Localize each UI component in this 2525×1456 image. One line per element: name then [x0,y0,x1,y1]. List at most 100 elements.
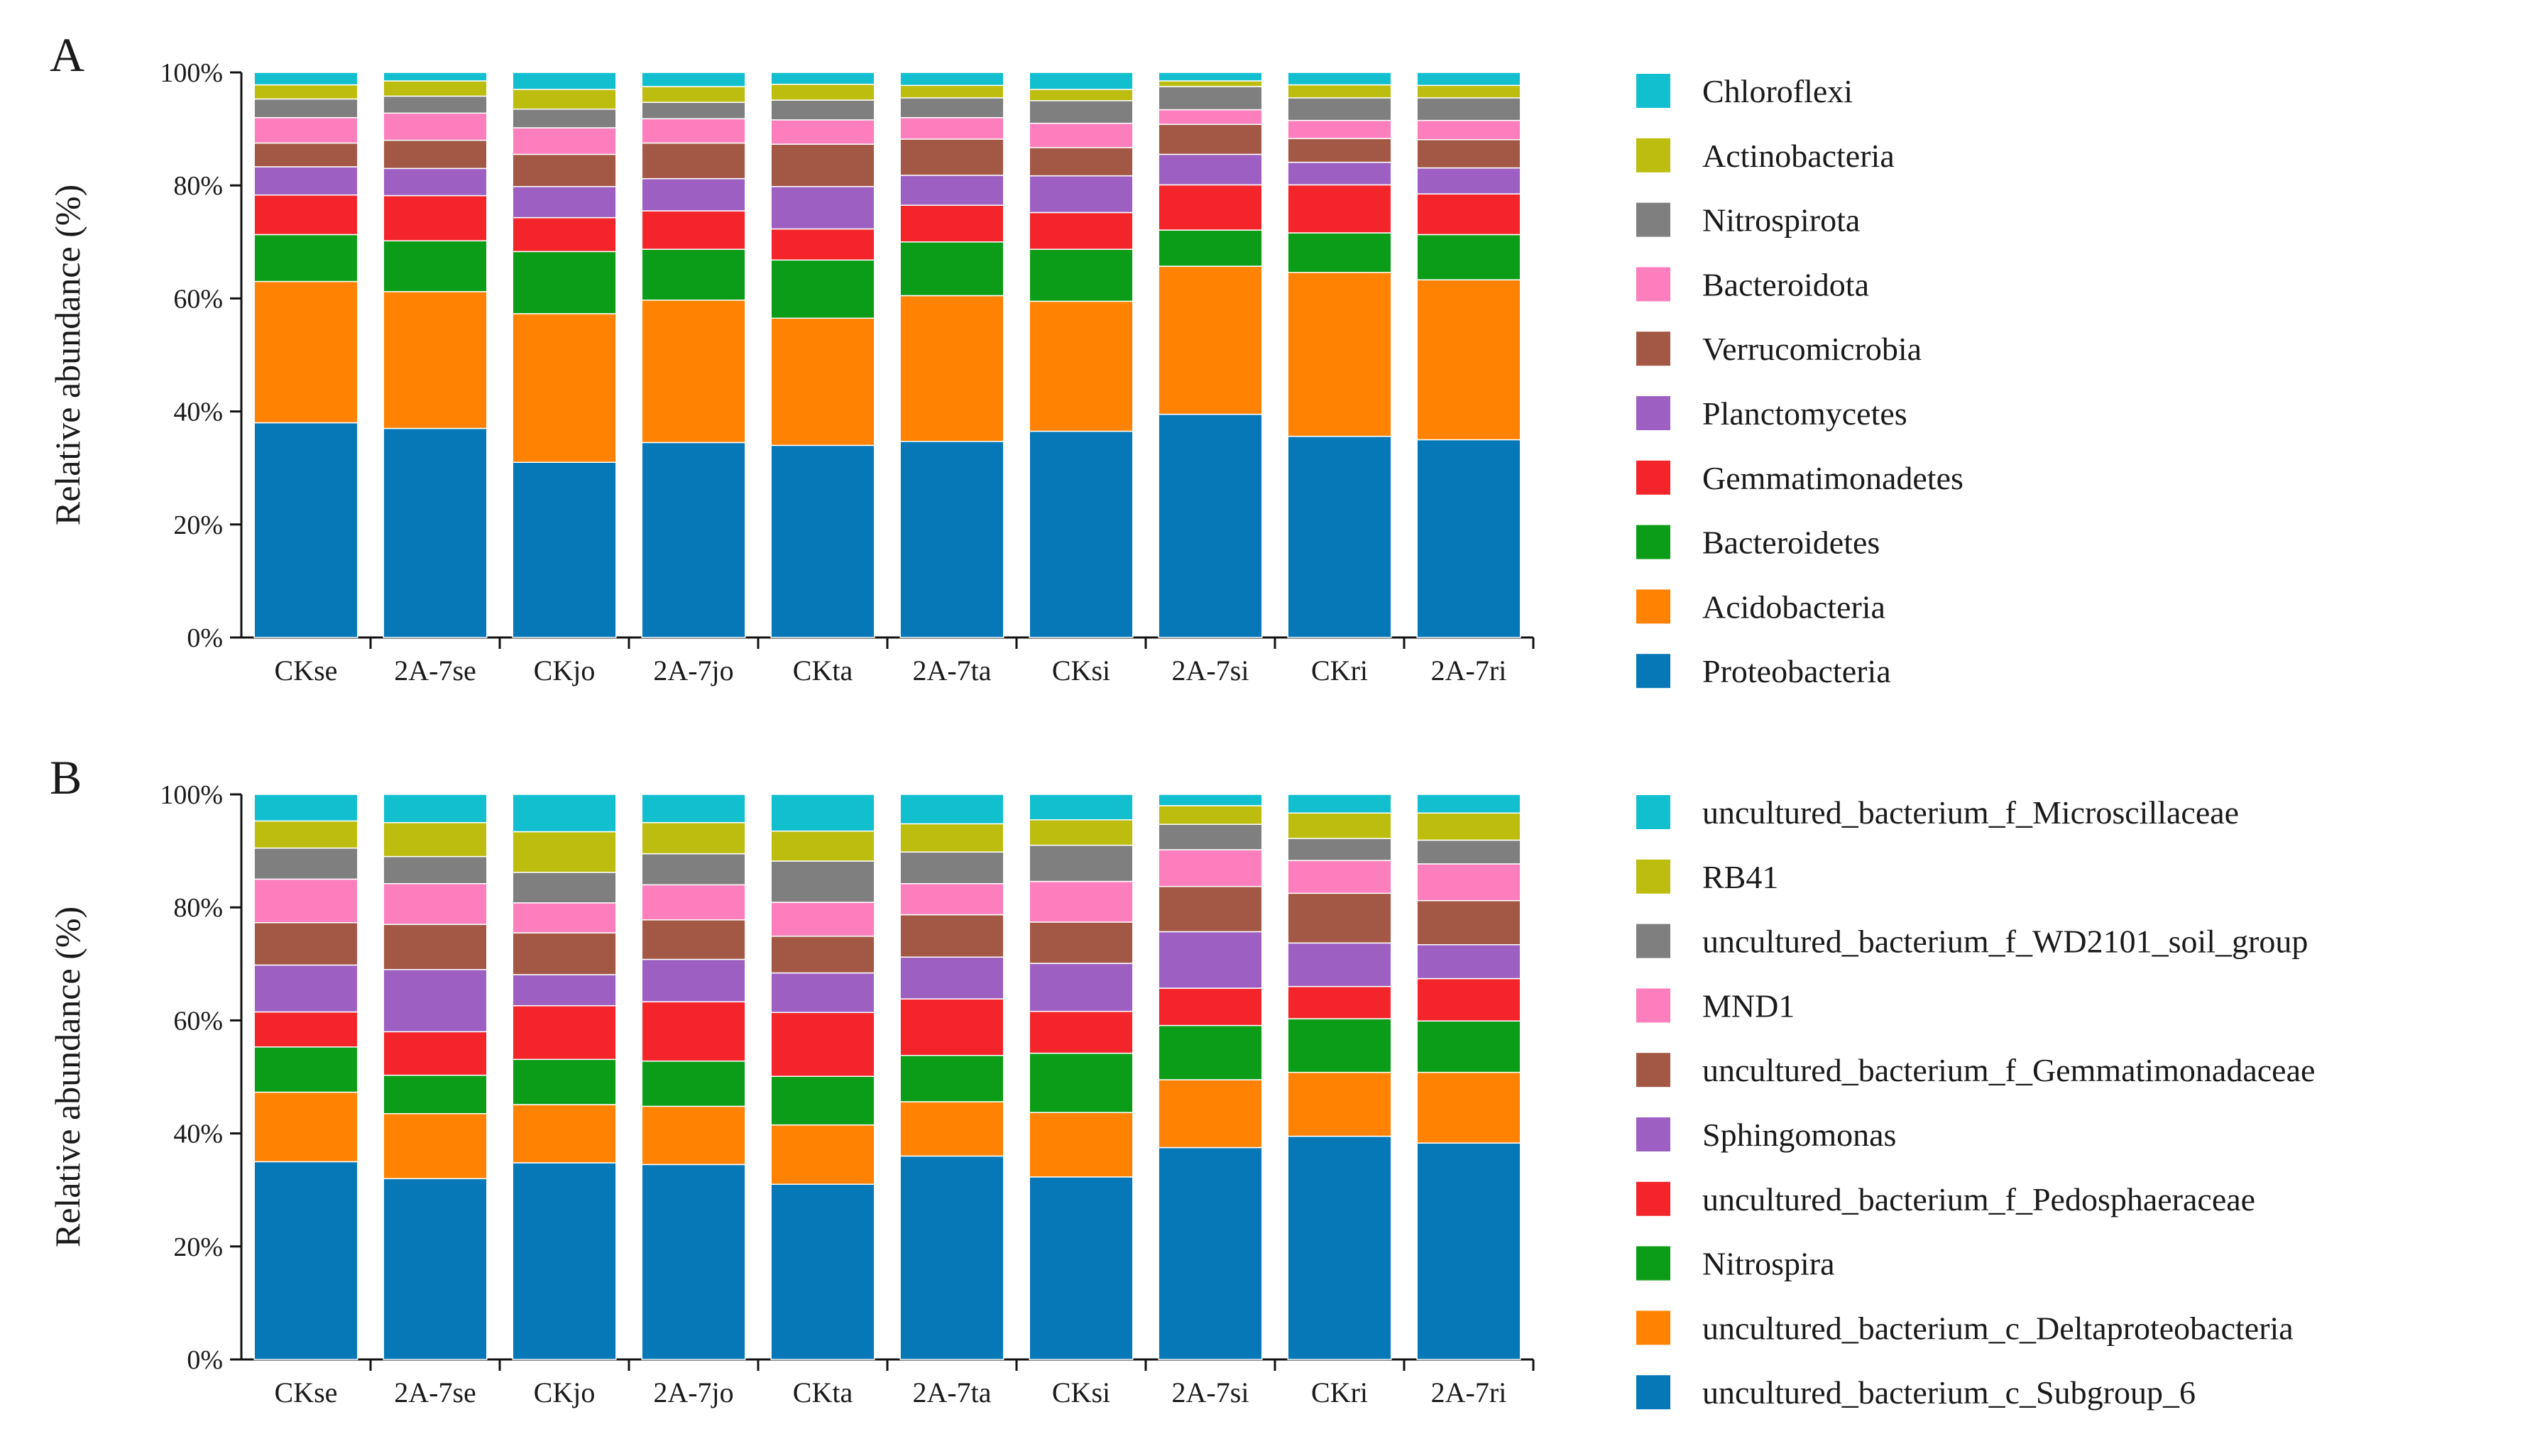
bar-segment-p0-5-2 [899,241,1004,297]
bar-segment-p0-2-8 [512,89,617,110]
bar-segment-p0-6-8 [1029,89,1134,102]
bar-segment-p1-1-6 [383,883,488,925]
bar-segment-p1-8-6 [1287,860,1392,894]
x-tick-label: 2A-7jo [653,655,733,686]
legend-swatch-p1-0 [1636,1375,1670,1410]
legend-label-p1-1: uncultured_bacterium_c_Deltaproteobacter… [1702,1310,2294,1346]
bar-segment-p0-1-3 [383,195,488,241]
bar-segment-p0-7-0 [1158,413,1263,638]
bar-segment-p1-4-5 [770,936,875,974]
bar-segment-p0-1-6 [383,112,488,141]
bar-segment-p0-5-3 [899,204,1004,243]
bar-segment-p0-4-3 [770,228,875,261]
legend-label-p0-0: Proteobacteria [1702,653,1891,689]
legend-swatch-p0-8 [1636,138,1670,173]
bar-segment-p0-5-6 [899,116,1004,140]
bar-segment-p0-1-8 [383,80,488,97]
bar-segment-p1-5-2 [899,1055,1004,1102]
bar-segment-p1-4-3 [770,1012,875,1077]
bar-segment-p1-4-9 [770,794,875,832]
bar-segment-p1-3-1 [641,1105,746,1166]
legend-swatch-p1-6 [1636,988,1670,1023]
bar-segment-p1-2-0 [512,1162,617,1360]
bar-segment-p1-2-8 [512,831,617,873]
bar-segment-p0-9-7 [1416,97,1521,121]
bar-segment-p1-3-3 [641,1001,746,1062]
bar-segment-p1-8-2 [1287,1018,1392,1073]
legend-swatch-p1-5 [1636,1053,1670,1088]
x-tick-label: 2A-7ta [912,655,991,686]
bar-segment-p0-3-7 [641,102,746,120]
y-tick-label: 20% [173,510,223,540]
bar-segment-p1-0-1 [253,1091,358,1163]
legend-swatch-p0-6 [1636,267,1670,302]
bar-segment-p1-8-0 [1287,1135,1392,1360]
bar-segment-p0-3-6 [641,118,746,144]
legend-label-p0-2: Bacteroidetes [1702,525,1880,561]
bar-segment-p1-7-7 [1158,823,1263,850]
bar-segment-p1-7-5 [1158,885,1263,933]
bar-segment-p1-6-2 [1029,1052,1134,1113]
bar-segment-p0-6-4 [1029,175,1134,214]
bar-segment-p1-7-4 [1158,931,1263,989]
bar-segment-p0-9-1 [1416,279,1521,441]
bar-segment-p1-8-8 [1287,812,1392,839]
bar-segment-p0-5-1 [899,295,1004,442]
bar-segment-p1-2-5 [512,932,617,975]
bar-segment-p0-1-7 [383,95,488,114]
y-tick-label: 80% [173,171,223,201]
y-tick-label: 40% [173,398,223,427]
bar-segment-p1-9-1 [1416,1071,1521,1144]
x-tick-label: 2A-7ri [1431,1376,1507,1408]
bar-segment-p1-6-3 [1029,1010,1134,1054]
bar-segment-p1-5-8 [899,823,1004,853]
bar-segment-p0-3-1 [641,300,746,444]
bar-segment-p0-1-0 [383,427,488,638]
bar-segment-p0-2-9 [512,72,617,90]
legend-swatch-p1-4 [1636,1117,1670,1151]
bar-segment-p0-6-0 [1029,430,1134,638]
y-tick-label: 100% [160,58,223,88]
bar-segment-p1-2-6 [512,902,617,934]
legend-swatch-p0-0 [1636,654,1670,689]
bar-segment-p0-8-1 [1287,272,1392,437]
bar-segment-p1-7-0 [1158,1146,1263,1360]
legend-label-p0-4: Planctomycetes [1702,395,1907,432]
bar-segment-p0-1-4 [383,168,488,197]
bar-segment-p1-3-7 [641,853,746,886]
legend-swatch-p0-1 [1636,589,1670,624]
bar-segment-p1-6-4 [1029,963,1134,1012]
y-tick-label: 80% [173,893,223,923]
bar-segment-p0-7-9 [1158,72,1263,82]
bar-segment-p1-1-2 [383,1074,488,1115]
legend-label-p1-2: Nitrospira [1702,1246,1835,1282]
bar-segment-p1-9-4 [1416,943,1521,980]
legend-swatch-p1-3 [1636,1181,1670,1216]
x-tick-label: 2A-7si [1172,655,1249,686]
bar-segment-p0-4-5 [770,143,875,187]
bar-segment-p1-9-3 [1416,978,1521,1022]
bar-segment-p1-1-5 [383,924,488,970]
bar-segment-p0-9-9 [1416,72,1521,87]
bar-segment-p1-1-8 [383,822,488,858]
bar-segment-p0-7-1 [1158,266,1263,415]
bar-segment-p1-2-1 [512,1104,617,1164]
bar-segment-p0-6-7 [1029,100,1134,124]
bar-segment-p0-0-8 [253,84,358,100]
bar-segment-p0-7-3 [1158,184,1263,231]
legend-swatch-p0-7 [1636,202,1670,237]
bar-segment-p0-3-8 [641,86,746,103]
bar-segment-p0-3-0 [641,442,746,638]
bar-segment-p0-4-8 [770,83,875,101]
bar-segment-p1-6-9 [1029,794,1134,821]
bar-segment-p0-9-0 [1416,439,1521,638]
bar-segment-p0-6-3 [1029,212,1134,250]
bar-segment-p1-4-4 [770,972,875,1014]
bar-segment-p1-3-6 [641,884,746,921]
bar-segment-p0-3-2 [641,248,746,301]
bar-segment-p1-3-8 [641,822,746,855]
bar-segment-p1-4-6 [770,902,875,937]
bar-segment-p1-2-9 [512,794,617,833]
bar-segment-p1-6-7 [1029,844,1134,882]
